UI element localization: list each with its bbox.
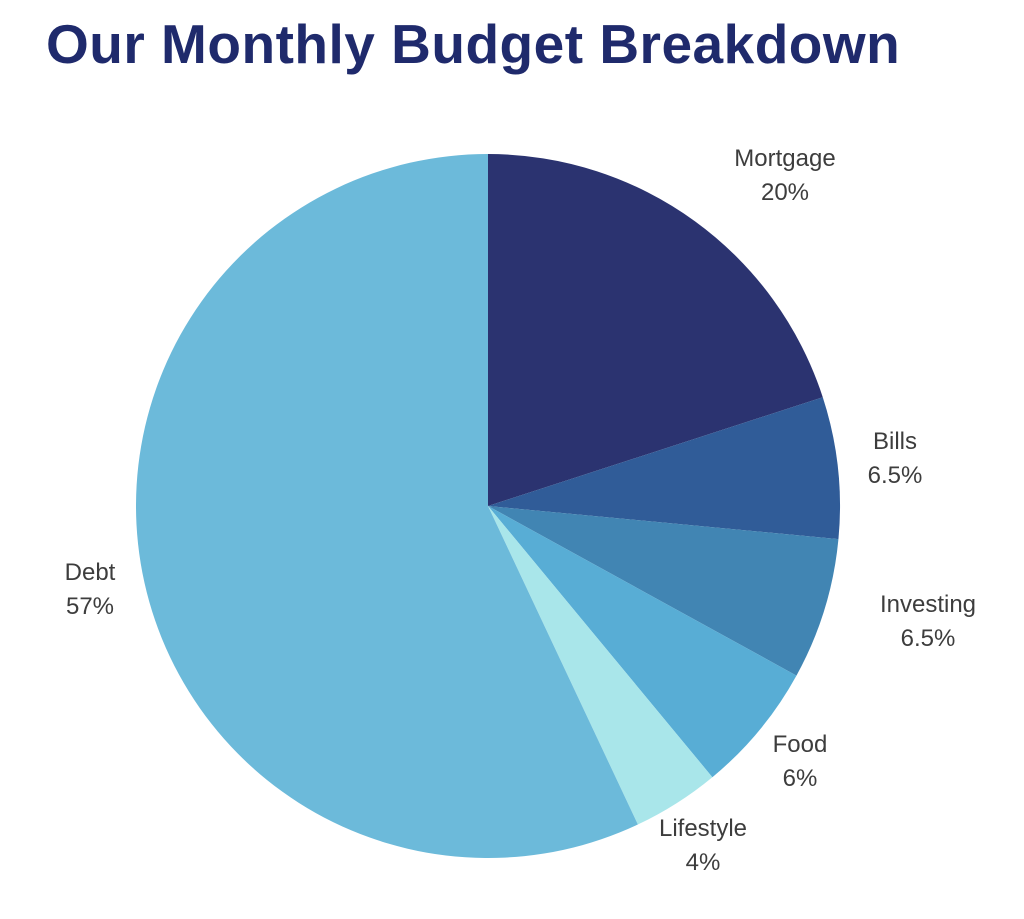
slice-label-mortgage: Mortgage 20% <box>734 142 835 210</box>
slice-label-text: Debt <box>64 559 116 586</box>
slice-label-pct: 6.5% <box>900 625 956 652</box>
slice-label-text: Bills <box>872 428 918 455</box>
slice-label-bills: Bills 6.5% <box>868 425 923 493</box>
pie-slice-food <box>488 506 797 778</box>
slice-label-debt: Debt 57% <box>65 556 116 624</box>
pie-slice-bills <box>488 397 841 540</box>
slice-label-text: Food <box>772 731 828 758</box>
page-title: Our Monthly Budget Breakdown <box>46 13 901 75</box>
slice-label-pct: 57% <box>65 593 115 620</box>
pie-slice-lifestyle <box>488 506 713 825</box>
slice-label-investing: Investing 6.5% <box>880 588 976 656</box>
slice-label-text: Mortgage <box>734 145 836 172</box>
slice-label-lifestyle: Lifestyle 4% <box>659 812 747 880</box>
slice-label-text: Investing <box>879 591 977 618</box>
slice-label-text: Lifestyle <box>658 815 748 842</box>
slice-label-pct: 4% <box>685 849 721 876</box>
slice-label-food: Food 6% <box>773 728 828 796</box>
slice-label-pct: 6.5% <box>867 462 923 489</box>
pie-slice-investing <box>488 506 839 676</box>
slice-label-pct: 20% <box>760 179 810 206</box>
slice-label-pct: 6% <box>782 765 818 792</box>
pie-slice-debt <box>135 154 638 858</box>
pie-slice-mortgage <box>488 154 823 506</box>
